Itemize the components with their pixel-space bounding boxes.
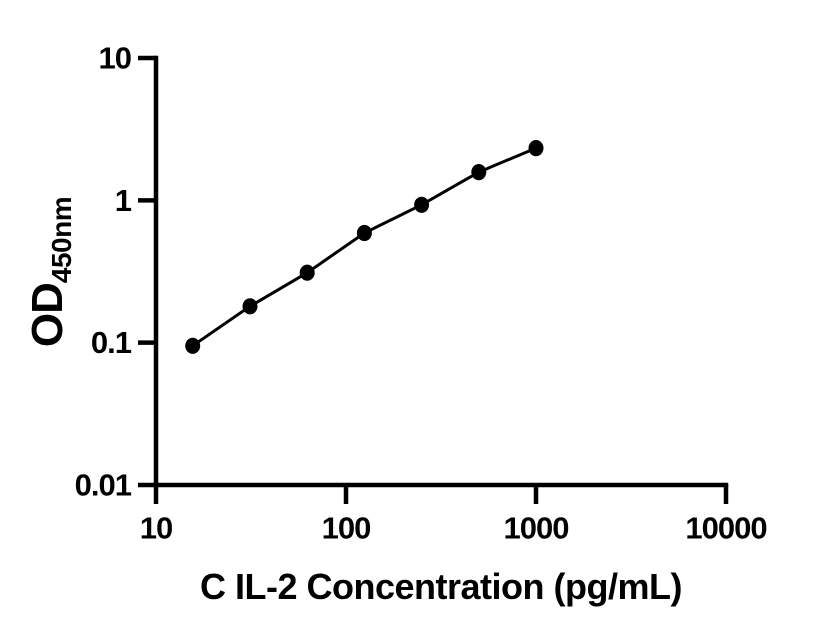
y-tick-label: 0.01 xyxy=(75,468,132,503)
x-axis-title: C IL-2 Concentration (pg/mL) xyxy=(200,566,682,607)
x-tick-label: 100 xyxy=(322,511,371,546)
plot-series xyxy=(185,140,544,354)
y-axis xyxy=(138,55,159,488)
data-point xyxy=(185,337,201,354)
data-point xyxy=(471,164,487,181)
data-point xyxy=(242,298,258,315)
y-tick-labels: 10 1 0.1 0.01 xyxy=(75,41,133,503)
y-axis-title-subscript: 450nm xyxy=(46,197,77,283)
x-tick-label: 10 xyxy=(140,511,172,546)
x-tick-label: 1000 xyxy=(504,511,569,546)
y-tick-label: 0.1 xyxy=(91,325,132,360)
x-tick-labels: 10 100 1000 10000 xyxy=(140,511,768,546)
x-axis xyxy=(153,482,729,504)
y-axis-title: OD450nm xyxy=(23,197,77,347)
x-tick-label: 10000 xyxy=(685,511,766,546)
series-line xyxy=(191,146,537,348)
y-axis-title-main: OD xyxy=(23,283,72,347)
y-tick-label: 1 xyxy=(115,183,132,218)
data-point xyxy=(299,264,315,281)
data-point xyxy=(528,140,544,157)
data-point xyxy=(414,196,430,213)
data-point xyxy=(356,224,372,242)
y-tick-label: 10 xyxy=(99,41,131,76)
